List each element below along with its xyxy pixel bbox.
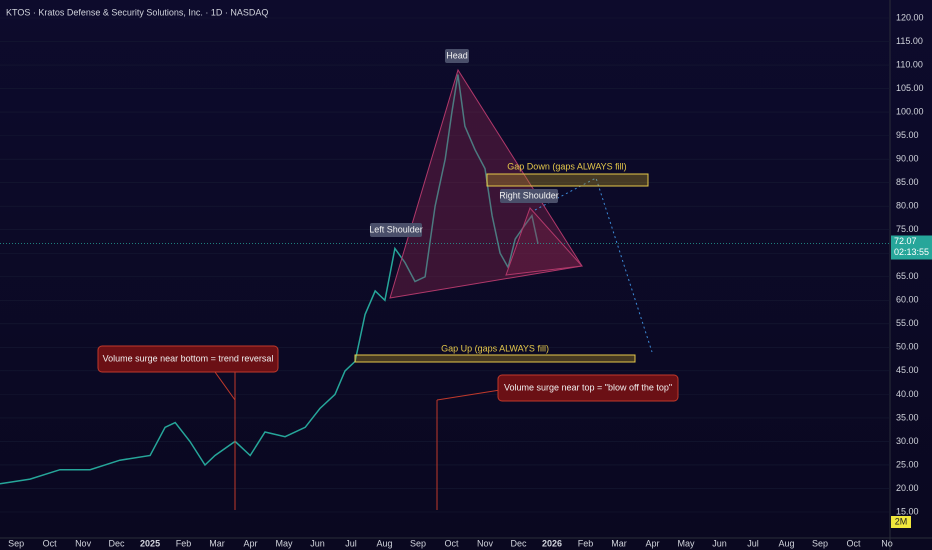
x-tick-label: Apr bbox=[646, 538, 660, 548]
y-tick-label: 55.00 bbox=[896, 318, 919, 328]
y-tick-label: 90.00 bbox=[896, 154, 919, 164]
y-tick-label: 15.00 bbox=[896, 506, 919, 516]
callout-bottom: Volume surge near bottom = trend reversa… bbox=[103, 353, 274, 363]
x-tick-label: Feb bbox=[176, 538, 192, 548]
x-tick-label: Aug bbox=[377, 538, 393, 548]
y-tick-label: 45.00 bbox=[896, 365, 919, 375]
y-tick-label: 65.00 bbox=[896, 271, 919, 281]
x-tick-label: Oct bbox=[445, 538, 460, 548]
projection-path bbox=[534, 177, 653, 353]
last-price-box bbox=[891, 235, 932, 260]
callout-line bbox=[214, 371, 236, 401]
x-tick-label: Sep bbox=[812, 538, 828, 548]
x-tick-label: Oct bbox=[43, 538, 58, 548]
gap-up-zone bbox=[354, 354, 636, 363]
x-tick-label: No bbox=[881, 538, 893, 548]
x-tick-label: Feb bbox=[578, 538, 594, 548]
head-shoulders-pattern bbox=[389, 68, 583, 299]
countdown: 02:13:55 bbox=[894, 247, 929, 257]
y-tick-label: 50.00 bbox=[896, 342, 919, 352]
y-tick-label: 25.00 bbox=[896, 459, 919, 469]
y-tick-label: 40.00 bbox=[896, 389, 919, 399]
callout-box bbox=[497, 374, 679, 402]
left-shoulder-box bbox=[370, 223, 422, 237]
callout-top: Volume surge near top = "blow off the to… bbox=[504, 382, 672, 392]
x-tick-label: Jun bbox=[712, 538, 727, 548]
x-tick-label: Nov bbox=[477, 538, 494, 548]
y-tick-label: 120.00 bbox=[896, 12, 924, 22]
y-tick-label: 20.00 bbox=[896, 483, 919, 493]
x-tick-label: May bbox=[677, 538, 695, 548]
x-tick-label: Aug bbox=[778, 538, 794, 548]
right-shoulder-label: Right Shoulder bbox=[499, 190, 559, 200]
volume-scale-box bbox=[891, 516, 911, 528]
x-tick-label: Dec bbox=[109, 538, 126, 548]
y-tick-label: 110.00 bbox=[896, 59, 923, 69]
x-tick-label: Dec bbox=[511, 538, 528, 548]
y-tick-label: 60.00 bbox=[896, 295, 919, 305]
callout-box bbox=[97, 345, 279, 373]
y-tick-label: 30.00 bbox=[896, 436, 919, 446]
y-tick-label: 100.00 bbox=[896, 106, 924, 116]
volume-scale-label: 2M bbox=[895, 516, 908, 526]
x-tick-label: Jul bbox=[345, 538, 357, 548]
x-tick-label: 2025 bbox=[140, 538, 160, 548]
x-tick-label: Jun bbox=[310, 538, 325, 548]
gap-up-label: Gap Up (gaps ALWAYS fill) bbox=[441, 343, 549, 353]
x-tick-label: Sep bbox=[410, 538, 426, 548]
x-tick-label: Sep bbox=[8, 538, 24, 548]
head-box bbox=[445, 49, 469, 63]
callout-line bbox=[436, 389, 501, 401]
x-tick-label: 2026 bbox=[542, 538, 562, 548]
head-label: Head bbox=[446, 50, 468, 60]
y-tick-label: 105.00 bbox=[896, 83, 924, 93]
y-tick-label: 80.00 bbox=[896, 201, 919, 211]
right-shoulder-pattern bbox=[505, 207, 584, 276]
y-tick-label: 85.00 bbox=[896, 177, 919, 187]
y-tick-label: 75.00 bbox=[896, 224, 919, 234]
right-shoulder-box bbox=[500, 189, 558, 203]
x-tick-label: Mar bbox=[611, 538, 627, 548]
y-tick-label: 95.00 bbox=[896, 130, 919, 140]
left-shoulder-label: Left Shoulder bbox=[369, 224, 423, 234]
y-tick-label: 35.00 bbox=[896, 412, 919, 422]
chart-title: KTOS · Kratos Defense & Security Solutio… bbox=[6, 7, 268, 17]
gap-down-label: Gap Down (gaps ALWAYS fill) bbox=[507, 161, 626, 171]
x-tick-label: Apr bbox=[244, 538, 258, 548]
x-tick-label: Nov bbox=[75, 538, 92, 548]
x-tick-label: Oct bbox=[846, 538, 861, 548]
x-tick-label: Jul bbox=[747, 538, 759, 548]
last-price-label: 72.07 bbox=[894, 236, 917, 246]
x-tick-label: May bbox=[276, 538, 294, 548]
gap-down-zone bbox=[486, 173, 649, 187]
x-tick-label: Mar bbox=[209, 538, 225, 548]
y-tick-label: 115.00 bbox=[896, 36, 923, 46]
